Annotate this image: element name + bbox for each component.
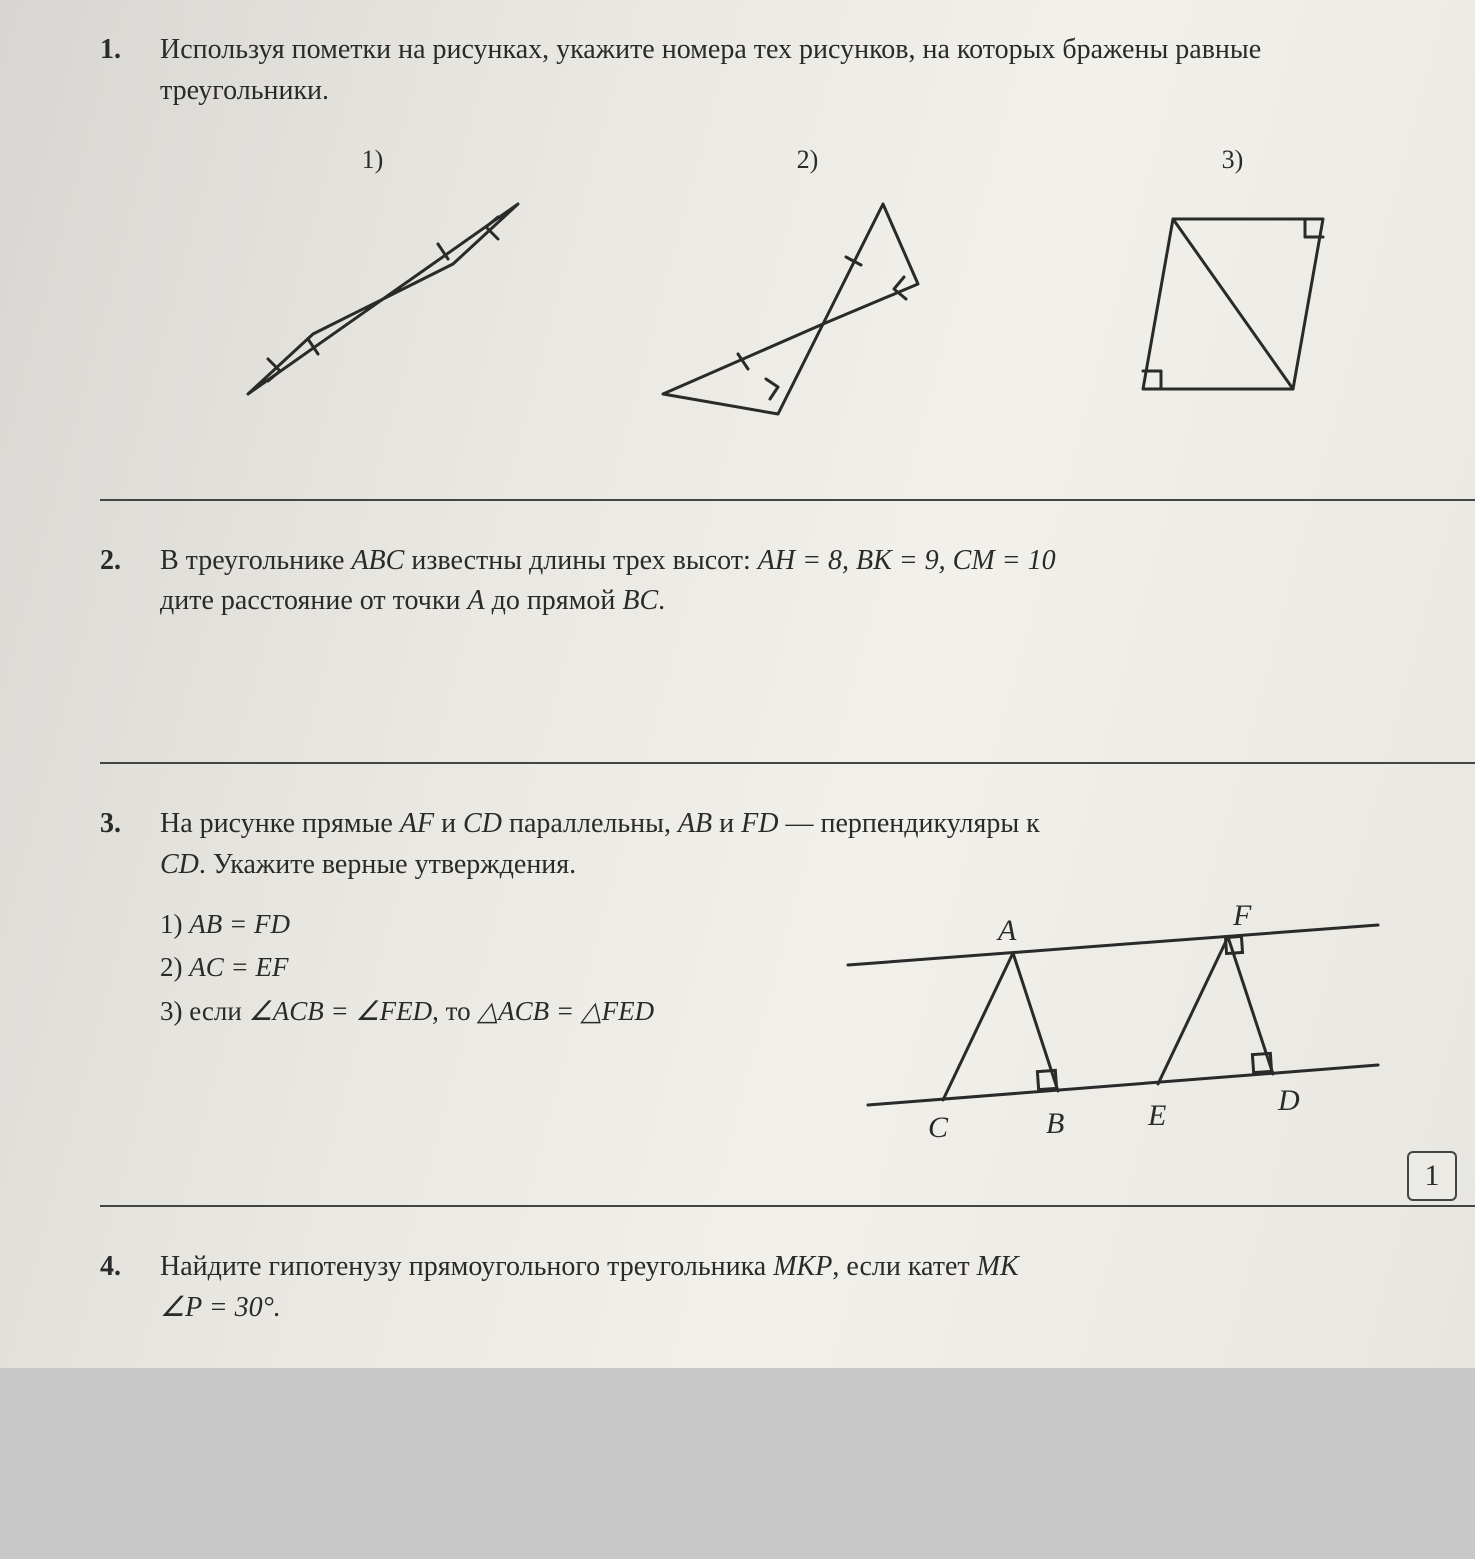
figure-1: 1)	[223, 141, 523, 419]
lbl-A: A	[996, 914, 1017, 947]
problem-1-text: Используя пометки на рисунках, укажите н…	[160, 30, 1435, 111]
problem-3-content: 1) AB = FD 2) AC = EF 3) если ∠ACB = ∠FE…	[160, 885, 1435, 1145]
o3p: 3) если	[160, 996, 249, 1026]
p2-BC: BC	[622, 585, 658, 616]
p2-t3: дите расстояние от точки	[160, 585, 467, 616]
problem-1-figures: 1)	[160, 141, 1435, 439]
figure-3-label: 3)	[1093, 141, 1373, 179]
p4-MKP: MKP	[773, 1251, 832, 1282]
lbl-C: C	[928, 1111, 949, 1144]
p3-svg: A F C B E D	[828, 885, 1388, 1145]
o3b: △ACB = △FED	[477, 996, 654, 1026]
o2p: 2)	[160, 952, 189, 982]
problem-3-options: 1) AB = FD 2) AC = EF 3) если ∠ACB = ∠FE…	[160, 885, 798, 1033]
lbl-D: D	[1277, 1084, 1300, 1117]
o1p: 1)	[160, 909, 189, 939]
o1: AB = FD	[189, 909, 290, 939]
problem-4-body: Найдите гипотенузу прямоугольного треуго…	[160, 1247, 1435, 1328]
p3-s2: параллельны,	[502, 808, 678, 839]
p2-A: A	[467, 585, 484, 616]
p2-t1: В треугольнике	[160, 545, 351, 576]
problem-2: 2. В треугольнике ABC известны длины тре…	[0, 541, 1475, 622]
p3-FD: FD	[741, 808, 778, 839]
problem-2-body: В треугольнике ABC известны длины трех в…	[160, 541, 1435, 622]
option-1: 1) AB = FD	[160, 903, 798, 946]
p4-t2: , если катет	[832, 1251, 976, 1282]
p4-MK: MK	[977, 1251, 1019, 1282]
lbl-F: F	[1232, 899, 1252, 932]
p2-t2: известны длины трех высот:	[404, 545, 757, 576]
problem-2-number: 2.	[100, 541, 160, 582]
problem-3-number: 3.	[100, 804, 160, 845]
divider-3	[100, 1205, 1475, 1207]
problem-1: 1. Используя пометки на рисунках, укажит…	[0, 30, 1475, 459]
p4-t1: Найдите гипотенузу прямоугольного треуго…	[160, 1251, 773, 1282]
page-number-badge: 1	[1407, 1151, 1457, 1201]
option-2: 2) AC = EF	[160, 946, 798, 989]
problem-1-body: Используя пометки на рисунках, укажите н…	[160, 30, 1435, 459]
p3-CD1: CD	[463, 808, 502, 839]
problem-3-body: На рисунке прямые AF и CD параллельны, A…	[160, 804, 1435, 1145]
p3-s1: На рисунке прямые	[160, 808, 400, 839]
option-3: 3) если ∠ACB = ∠FED, то △ACB = △FED	[160, 990, 798, 1033]
figure-3: 3)	[1093, 141, 1373, 419]
p4-t3: ∠P = 30°.	[160, 1292, 281, 1323]
p3-s3: — перпендикуляры к	[778, 808, 1039, 839]
o2: AC = EF	[189, 952, 288, 982]
p2-dot: .	[658, 585, 665, 616]
figure-2: 2)	[648, 141, 968, 439]
problem-3-statement: На рисунке прямые AF и CD параллельны, A…	[160, 804, 1435, 885]
p3-AB: AB	[678, 808, 712, 839]
p3-AF: AF	[400, 808, 434, 839]
figure-1-label: 1)	[223, 141, 523, 179]
p3-and2: и	[712, 808, 741, 839]
lbl-E: E	[1147, 1099, 1166, 1132]
o3m: , то	[432, 996, 477, 1026]
figure-2-label: 2)	[648, 141, 968, 179]
problem-3: 3. На рисунке прямые AF и CD параллельны…	[0, 804, 1475, 1145]
p2-t4: до прямой	[485, 585, 623, 616]
figure-2-svg	[648, 189, 968, 439]
p3-CD2: CD	[160, 849, 199, 880]
p2-eq: AH = 8, BK = 9, CM = 10	[758, 545, 1056, 576]
problem-1-number: 1.	[100, 30, 160, 71]
problem-4-number: 4.	[100, 1247, 160, 1288]
p3-and1: и	[434, 808, 463, 839]
worksheet-page: 1. Используя пометки на рисунках, укажит…	[0, 0, 1475, 1368]
figure-1-svg	[223, 189, 523, 419]
o3a: ∠ACB = ∠FED	[249, 996, 433, 1026]
divider-1	[100, 499, 1475, 501]
problem-3-figure: A F C B E D	[828, 885, 1435, 1145]
problem-4: 4. Найдите гипотенузу прямоугольного тре…	[0, 1247, 1475, 1328]
p2-abc: ABC	[351, 545, 404, 576]
lbl-B: B	[1046, 1107, 1064, 1140]
figure-3-svg	[1093, 189, 1373, 419]
p3-s4: . Укажите верные утверждения.	[199, 849, 576, 880]
divider-2	[100, 762, 1475, 764]
